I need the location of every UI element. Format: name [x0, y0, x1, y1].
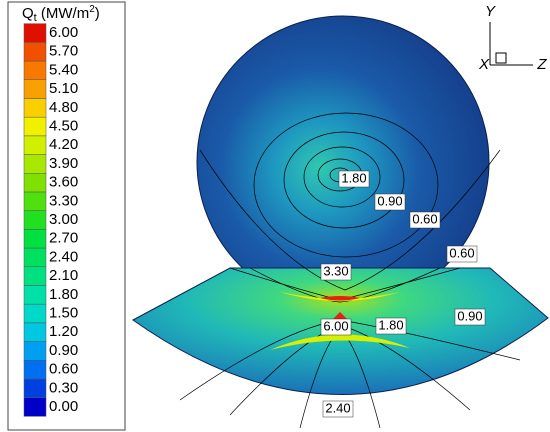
colorbar-tick-label: 0.60 — [49, 361, 78, 378]
colorbar-tick-label: 2.70 — [49, 230, 78, 247]
contour-label: 0.90 — [457, 308, 482, 323]
colorbar-swatch — [24, 248, 46, 267]
colorbar-tick-label: 1.80 — [49, 286, 78, 303]
colorbar-title: Qt (MW/m2) — [22, 4, 100, 24]
colorbar-swatch — [24, 304, 46, 323]
contour-label: 0.60 — [449, 245, 474, 260]
colorbar-swatch — [24, 285, 46, 304]
contour-label: 6.00 — [323, 318, 348, 333]
title-part: (MW/m — [37, 5, 89, 22]
colorbar-swatch — [24, 211, 46, 230]
colorbar-tick-label: 5.40 — [49, 61, 78, 78]
title-part: Q — [22, 5, 34, 22]
contour-label: 0.60 — [412, 211, 437, 226]
colorbar-tick-label: 5.10 — [49, 80, 78, 97]
colorbar-tick-label: 0.00 — [49, 398, 78, 415]
colorbar-swatch — [24, 24, 46, 43]
colorbar-swatch — [24, 117, 46, 136]
contour-label: 3.30 — [323, 263, 348, 278]
colorbar-swatch — [24, 192, 46, 211]
contour-label: 1.80 — [341, 170, 366, 185]
colorbar-tick-label: 4.20 — [49, 136, 78, 153]
colorbar-swatch — [24, 360, 46, 379]
colorbar-swatch — [24, 155, 46, 174]
colorbar-tick-label: 3.60 — [49, 174, 78, 191]
geometry — [133, 16, 548, 428]
colorbar-tick-label: 0.90 — [49, 342, 78, 359]
colorbar-swatch — [24, 98, 46, 117]
colorbar-swatch — [24, 173, 46, 192]
contour-label: 1.80 — [378, 317, 403, 332]
colorbar-tick-label: 3.00 — [49, 211, 78, 228]
colorbar-swatch — [24, 398, 46, 417]
colorbar-swatch — [24, 61, 46, 80]
colorbar-swatch — [24, 379, 46, 398]
colorbar-swatch — [24, 342, 46, 361]
colorbar-tick-label: 1.50 — [49, 304, 78, 321]
colorbar-tick-label: 5.70 — [49, 43, 78, 60]
colorbar-tick-label: 4.50 — [49, 117, 78, 134]
colorbar-tick-label: 0.30 — [49, 379, 78, 396]
colorbar-tick-label: 6.00 — [49, 24, 78, 41]
colorbar-tick-label: 1.20 — [49, 323, 78, 340]
colorbar-swatch — [24, 136, 46, 155]
axis-triad-label: Z — [536, 56, 547, 73]
axis-triad-label: Y — [485, 3, 496, 20]
axis-triad — [490, 22, 533, 65]
colorbar-tick-label: 3.90 — [49, 155, 78, 172]
axis-triad-label: X — [478, 56, 490, 73]
chart: Qt (MW/m2) 0.000.300.600.901.201.501.802… — [0, 0, 550, 432]
contour-label: 0.90 — [377, 193, 402, 208]
contour-label: 2.40 — [325, 400, 350, 415]
colorbar-swatch — [24, 42, 46, 61]
colorbar-swatch — [24, 267, 46, 286]
title-part: ) — [95, 5, 100, 22]
colorbar-tick-label: 2.10 — [49, 267, 78, 284]
colorbar-tick-label: 4.80 — [49, 99, 78, 116]
colorbar-swatch — [24, 229, 46, 248]
colorbar-swatch — [24, 323, 46, 342]
colorbar-tick-label: 2.40 — [49, 248, 78, 265]
colorbar-swatch — [24, 80, 46, 99]
colorbar-tick-label: 3.30 — [49, 192, 78, 209]
